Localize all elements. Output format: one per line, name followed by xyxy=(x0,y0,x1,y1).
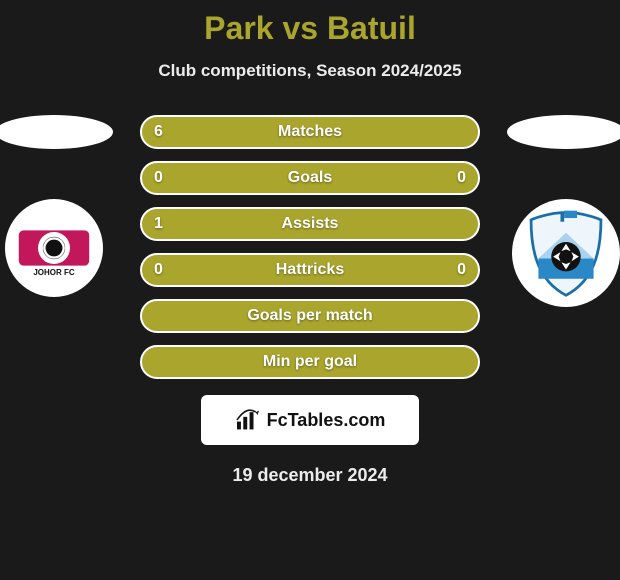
johor-crest-icon: JOHOR FC xyxy=(14,208,94,288)
fctables-link[interactable]: FcTables.com xyxy=(201,395,419,445)
stat-row: 0 Goals 0 xyxy=(140,161,480,195)
stat-label: Hattricks xyxy=(276,261,344,279)
stat-row: Min per goal xyxy=(140,345,480,379)
right-player-column xyxy=(507,115,620,307)
stat-row: 6 Matches xyxy=(140,115,480,149)
stat-row: 0 Hattricks 0 xyxy=(140,253,480,287)
stat-label: Matches xyxy=(278,123,342,141)
fctables-text: FcTables.com xyxy=(267,410,386,431)
stat-right-value: 0 xyxy=(457,169,466,187)
stat-row: 1 Assists xyxy=(140,207,480,241)
stats-rows: 6 Matches 0 Goals 0 1 Assists 0 Hattrick… xyxy=(140,115,480,379)
sabah-crest-icon xyxy=(520,207,612,299)
stat-left-value: 6 xyxy=(154,123,163,141)
footer-date: 19 december 2024 xyxy=(0,465,620,486)
stat-label: Goals xyxy=(288,169,332,187)
left-player-column: JOHOR FC xyxy=(0,115,113,297)
stat-label: Min per goal xyxy=(263,353,357,371)
subtitle: Club competitions, Season 2024/2025 xyxy=(0,61,620,81)
stat-left-value: 0 xyxy=(154,261,163,279)
right-crest xyxy=(512,199,620,307)
svg-text:JOHOR FC: JOHOR FC xyxy=(33,268,75,277)
right-flag xyxy=(507,115,620,149)
bar-chart-icon xyxy=(235,409,261,431)
stat-left-value: 1 xyxy=(154,215,163,233)
left-flag xyxy=(0,115,113,149)
page-title: Park vs Batuil xyxy=(0,10,620,47)
stat-left-value: 0 xyxy=(154,169,163,187)
stat-label: Goals per match xyxy=(247,307,372,325)
stat-row: Goals per match xyxy=(140,299,480,333)
left-crest: JOHOR FC xyxy=(5,199,103,297)
stat-right-value: 0 xyxy=(457,261,466,279)
stat-label: Assists xyxy=(282,215,339,233)
